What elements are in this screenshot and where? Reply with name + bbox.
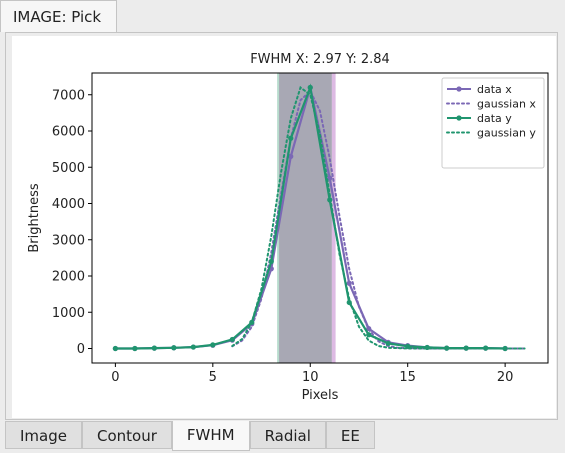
tab-contour[interactable]: Contour — [81, 421, 172, 449]
tab-contour-label: Contour — [96, 427, 157, 445]
plot-canvas: FWHM X: 2.97 Y: 2.84 0 5 10 15 20 0 1000 2000 300… — [12, 36, 556, 418]
y-axis-label: Brightness — [27, 183, 42, 252]
chart-title: FWHM X: 2.97 Y: 2.84 — [250, 52, 390, 67]
tab-image[interactable]: Image — [5, 421, 82, 449]
y-tick-label-1: 1000 — [52, 306, 85, 321]
legend-label-1: gaussian x — [477, 98, 536, 111]
x-tick-label-3: 15 — [399, 370, 416, 385]
legend-label-0: data x — [477, 83, 512, 96]
point-data-y-6 — [229, 336, 235, 343]
y-tick-label-0: 0 — [77, 342, 85, 357]
point-data-x-11 — [327, 175, 333, 181]
point-data-y-14 — [385, 340, 391, 347]
tab-radial-label: Radial — [264, 427, 311, 445]
y-tick-label-2: 2000 — [52, 270, 85, 285]
legend-marker-2 — [456, 115, 462, 121]
tab-fwhm[interactable]: FWHM — [171, 421, 250, 451]
y-tick-label-4: 4000 — [52, 197, 85, 212]
x-axis-label: Pixels — [302, 388, 339, 403]
legend-label-3: gaussian y — [477, 127, 536, 140]
legend-label-2: data y — [477, 112, 512, 125]
legend-marker-0 — [456, 86, 462, 92]
y-tick-label-5: 5000 — [52, 161, 85, 176]
point-data-y-5 — [210, 342, 216, 348]
tab-ee[interactable]: EE — [325, 421, 375, 449]
fwhm-chart: FWHM X: 2.97 Y: 2.84 0 5 10 15 20 0 1000 2000 300… — [27, 52, 549, 403]
point-data-y-2 — [151, 345, 157, 351]
plot-area-frame — [91, 72, 549, 364]
point-data-y-4 — [190, 344, 196, 350]
x-tick-label-4: 20 — [497, 370, 514, 385]
tab-fwhm-label: FWHM — [186, 426, 235, 444]
point-data-y-9 — [288, 135, 294, 141]
window-title: IMAGE: Pick — [13, 8, 102, 26]
x-tick-label-2: 10 — [302, 370, 319, 385]
plot-frame: FWHM X: 2.97 Y: 2.84 0 5 10 15 20 0 1000 2000 300… — [5, 32, 558, 420]
point-data-y-1 — [132, 345, 138, 352]
tab-ee-label: EE — [340, 427, 360, 445]
point-data-y-13 — [366, 332, 372, 338]
y-tick-label-3: 3000 — [52, 233, 85, 248]
series-line-gaussian-y — [231, 85, 526, 350]
fwhm-band-overlap — [279, 73, 332, 363]
point-data-y-0 — [112, 345, 118, 352]
point-data-x-12 — [346, 280, 352, 286]
point-data-y-10 — [307, 84, 313, 91]
y-tick-label-7: 7000 — [52, 88, 85, 103]
point-data-y-8 — [268, 258, 274, 265]
tab-image-label: Image — [20, 427, 67, 445]
legend-box — [441, 77, 545, 169]
window-title-tab[interactable]: IMAGE: Pick — [0, 0, 117, 32]
x-tick-label-1: 5 — [209, 370, 217, 385]
plot-tabs: Image Contour FWHM Radial EE — [5, 421, 375, 451]
point-data-x-9 — [288, 153, 294, 159]
tab-radial[interactable]: Radial — [249, 421, 326, 449]
point-data-y-3 — [171, 345, 177, 351]
x-tick-label-0: 0 — [111, 370, 119, 385]
y-tick-label-6: 6000 — [52, 125, 85, 140]
